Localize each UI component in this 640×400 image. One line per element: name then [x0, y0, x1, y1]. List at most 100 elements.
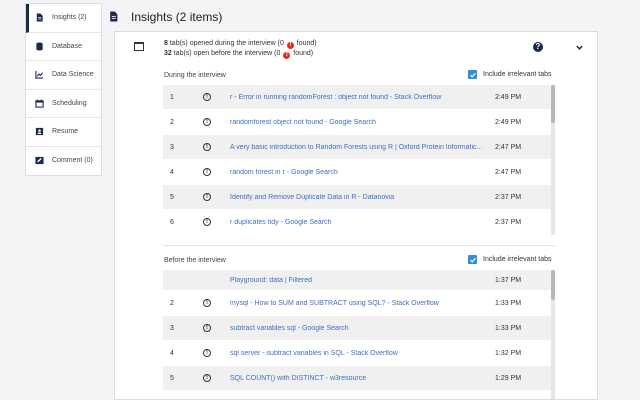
- row-time: 1:29 PM: [495, 374, 522, 382]
- alert-circle-icon: !: [203, 349, 211, 357]
- checkbox-checked-icon[interactable]: [468, 70, 477, 79]
- tab-link[interactable]: sql server - subtract variables in SQL -…: [230, 349, 398, 357]
- summary-during-text: tab(s) opened during the interview (0: [167, 40, 286, 47]
- tab-link[interactable]: subtract variables sql - Google Search: [230, 324, 349, 332]
- summary-during: 8 tab(s) opened during the interview (0 …: [164, 39, 317, 49]
- page-header: Insights (2 items): [108, 6, 222, 28]
- tab-link[interactable]: mysql - How to SUM and SUBTRACT using SQ…: [230, 299, 439, 307]
- table-row[interactable]: 4 ! random forest in r - Google Search 2…: [163, 160, 555, 185]
- before-include-toggle[interactable]: Include irrelevant tabs: [468, 255, 551, 264]
- chevron-down-icon[interactable]: [574, 42, 584, 52]
- row-number: 1: [170, 93, 174, 101]
- row-time: 2:47 PM: [495, 143, 522, 151]
- during-scrollbar-thumb[interactable]: [551, 85, 555, 123]
- tab-link[interactable]: random forest in r - Google Search: [230, 168, 338, 176]
- include-label: Include irrelevant tabs: [483, 256, 552, 263]
- help-icon[interactable]: ?: [533, 42, 543, 52]
- during-section-title: During the interview: [164, 72, 226, 79]
- alert-circle-icon: !: [203, 324, 211, 332]
- browser-window-icon: [134, 42, 144, 51]
- sidebar-item-resume[interactable]: Resume: [26, 118, 101, 147]
- tab-link[interactable]: randomforest object not found - Google S…: [230, 118, 376, 126]
- sidebar-item-data-science[interactable]: Data Science: [26, 61, 101, 90]
- row-time: 1:33 PM: [495, 324, 522, 332]
- during-scrollbar[interactable]: [551, 85, 555, 235]
- calendar-icon: [34, 98, 44, 108]
- summary-before: 32 tab(s) open before the interview (0 !…: [164, 49, 317, 59]
- alert-circle-icon: !: [203, 193, 211, 201]
- tab-link[interactable]: SQL COUNT() with DISTINCT - w3resource: [230, 374, 367, 382]
- summary-before-text: tab(s) open before the interview (0: [171, 50, 283, 57]
- before-scrollbar-thumb[interactable]: [551, 270, 555, 300]
- checkbox-checked-icon[interactable]: [468, 255, 477, 264]
- alert-circle-icon: !: [203, 118, 211, 126]
- row-number: 5: [170, 374, 174, 382]
- sidebar: Insights (2) Database Data Science Sched…: [25, 3, 102, 176]
- summary-before-tail: found): [291, 50, 314, 57]
- row-time: 2:37 PM: [495, 218, 522, 226]
- chart-icon: [34, 70, 44, 80]
- sidebar-item-label: Comment (0): [52, 157, 93, 165]
- insight-card: 8 tab(s) opened during the interview (0 …: [114, 31, 598, 400]
- tab-summary: 8 tab(s) opened during the interview (0 …: [164, 39, 317, 59]
- alert-circle-icon: !: [203, 374, 211, 382]
- row-number: 6: [170, 218, 174, 226]
- include-label: Include irrelevant tabs: [483, 71, 552, 78]
- alert-circle-icon: !: [203, 299, 211, 307]
- table-row[interactable]: 1 ! r - Error in running randomForest : …: [163, 85, 555, 110]
- pen-icon: [34, 156, 44, 166]
- document-icon: [108, 11, 120, 23]
- table-row[interactable]: 5 ! Identify and Remove Duplicate Data i…: [163, 185, 555, 210]
- id-card-icon: [34, 127, 44, 137]
- row-number: 4: [170, 168, 174, 176]
- sidebar-item-label: Insights (2): [52, 14, 87, 22]
- page-title: Insights (2 items): [131, 10, 223, 24]
- tab-link[interactable]: r - Error in running randomForest : obje…: [230, 93, 442, 101]
- row-time: 1:37 PM: [495, 276, 522, 284]
- row-time: 2:37 PM: [495, 193, 522, 201]
- row-number: 3: [170, 324, 174, 332]
- row-time: 1:32 PM: [495, 349, 522, 357]
- before-table: Playground: data | Filtered 1:37 PM 2 ! …: [163, 270, 555, 391]
- tab-link[interactable]: Playground: data | Filtered: [230, 276, 312, 284]
- table-row[interactable]: 6 ! r duplicates tidy - Google Search 2:…: [163, 210, 555, 235]
- sidebar-item-label: Resume: [52, 128, 79, 136]
- tab-link[interactable]: r duplicates tidy - Google Search: [230, 218, 332, 226]
- table-row[interactable]: 2 ! randomforest object not found - Goog…: [163, 110, 555, 135]
- sidebar-item-label: Database: [52, 42, 82, 50]
- table-row[interactable]: 5 ! SQL COUNT() with DISTINCT - w3resour…: [163, 366, 555, 391]
- alert-circle-icon: !: [203, 168, 211, 176]
- alert-circle-icon: !: [203, 93, 211, 101]
- alert-icon: !: [286, 42, 294, 49]
- during-include-toggle[interactable]: Include irrelevant tabs: [468, 70, 551, 79]
- summary-during-count: 8: [164, 40, 168, 47]
- table-row[interactable]: 3 ! subtract variables sql - Google Sear…: [163, 316, 555, 341]
- row-time: 2:47 PM: [495, 168, 522, 176]
- before-section-title: Before the interview: [164, 257, 226, 264]
- sidebar-item-insights[interactable]: Insights (2): [26, 4, 101, 33]
- sidebar-item-label: Scheduling: [52, 99, 87, 107]
- row-number: 4: [170, 349, 174, 357]
- row-number: 2: [170, 118, 174, 126]
- table-row[interactable]: 2 ! mysql - How to SUM and SUBTRACT usin…: [163, 291, 555, 316]
- database-icon: [34, 41, 44, 51]
- during-table: 1 ! r - Error in running randomForest : …: [163, 85, 555, 235]
- sidebar-item-database[interactable]: Database: [26, 33, 101, 61]
- row-number: 2: [170, 299, 174, 307]
- summary-during-tail: found): [294, 40, 317, 47]
- tab-link[interactable]: Identify and Remove Duplicate Data in R …: [230, 193, 395, 201]
- table-row[interactable]: 3 ! A very basic introduction to Random …: [163, 135, 555, 160]
- summary-before-count: 32: [164, 50, 172, 57]
- before-scrollbar[interactable]: [551, 270, 555, 399]
- table-row[interactable]: Playground: data | Filtered 1:37 PM: [163, 270, 555, 291]
- table-row[interactable]: 4 ! sql server - subtract variables in S…: [163, 341, 555, 366]
- document-icon: [34, 13, 44, 23]
- tab-link[interactable]: A very basic introduction to Random Fore…: [230, 143, 483, 151]
- sidebar-item-comment[interactable]: Comment (0): [26, 147, 101, 176]
- row-time: 2:49 PM: [495, 93, 522, 101]
- sidebar-item-scheduling[interactable]: Scheduling: [26, 90, 101, 118]
- row-number: 3: [170, 143, 174, 151]
- row-time: 2:49 PM: [495, 118, 522, 126]
- sidebar-item-label: Data Science: [52, 71, 94, 79]
- alert-circle-icon: !: [203, 218, 211, 226]
